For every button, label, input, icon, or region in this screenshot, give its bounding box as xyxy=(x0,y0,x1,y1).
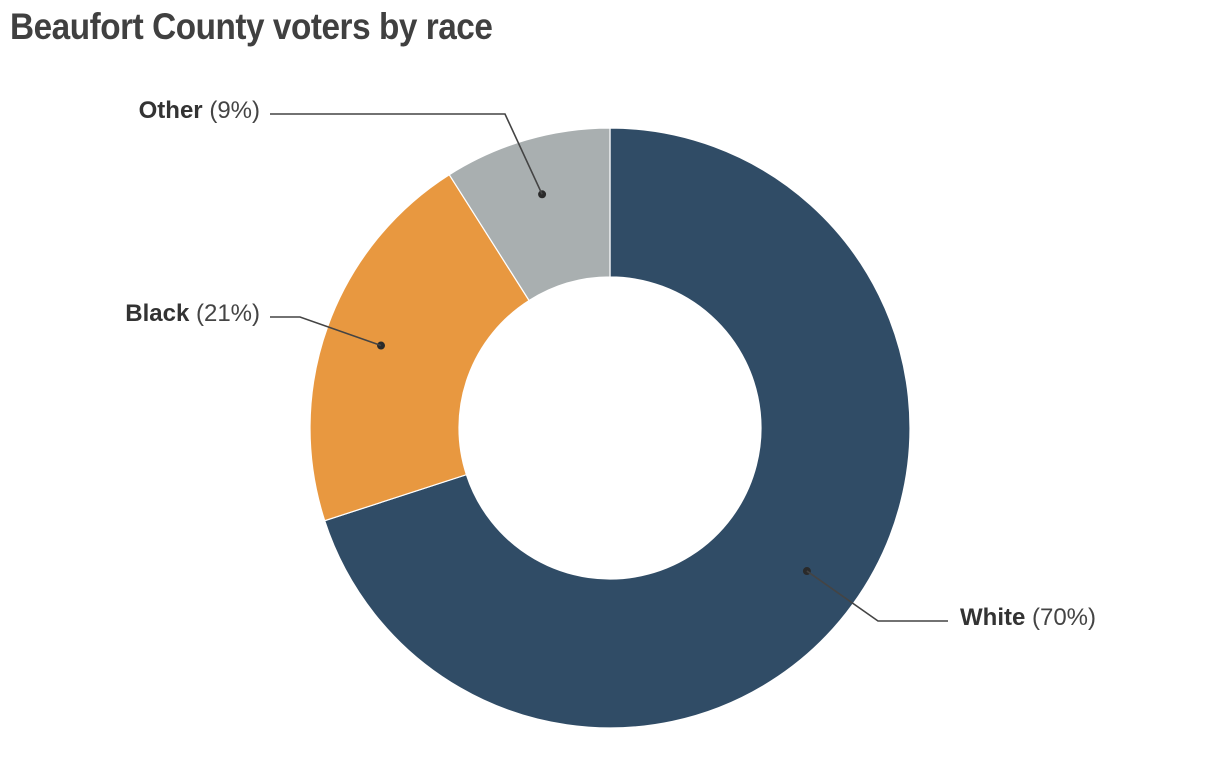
slice-label-name-black: Black xyxy=(125,300,190,327)
chart-title: Beaufort County voters by race xyxy=(10,6,493,47)
slice-black xyxy=(309,173,530,522)
slice-other xyxy=(448,127,611,302)
donut-slices xyxy=(309,127,911,729)
slice-labels: White (70%) Black (21%) Other (9%) xyxy=(125,97,1096,631)
label-leaders xyxy=(270,113,948,622)
leader-line-white xyxy=(806,570,948,622)
slice-label-pct-black: (21%) xyxy=(189,300,260,327)
leader-line-other xyxy=(270,113,543,195)
leader-line-black xyxy=(270,316,382,347)
slice-label-other: Other (9%) xyxy=(139,97,260,124)
slice-label-white: White (70%) xyxy=(960,604,1096,631)
slice-label-black: Black (21%) xyxy=(125,300,260,327)
slice-label-pct-white: (70%) xyxy=(1025,604,1096,631)
slice-white xyxy=(323,127,911,729)
slice-label-name-white: White xyxy=(960,604,1025,631)
slice-label-name-other: Other xyxy=(139,97,203,124)
slice-label-pct-other: (9%) xyxy=(203,97,260,124)
